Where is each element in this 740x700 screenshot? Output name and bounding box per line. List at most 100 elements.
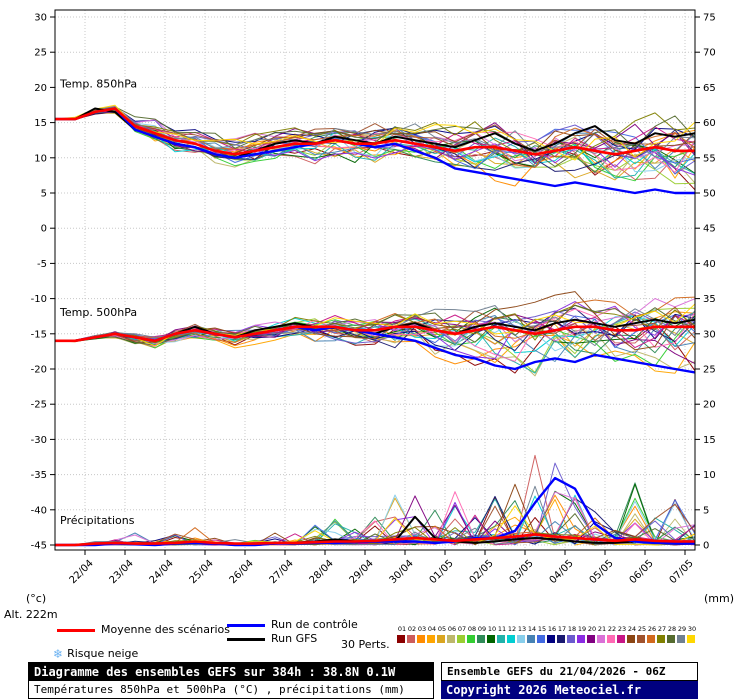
pert-number: 25 [637, 625, 647, 633]
mean-line-sample [57, 628, 95, 632]
footer-title-box: Diagramme des ensembles GEFS sur 384h : … [28, 662, 434, 699]
pert-number: 29 [677, 625, 687, 633]
y-left-tick-label: -30 [31, 435, 47, 446]
pert-number: 28 [667, 625, 677, 633]
run-info: Ensemble GEFS du 21/04/2026 - 06Z [441, 662, 698, 681]
y-left-tick-label: -25 [31, 400, 47, 411]
y-left-tick-label: -10 [31, 294, 47, 305]
pert-color-square [397, 635, 405, 643]
left-axis-unit: (°c) [26, 592, 46, 605]
pert-color-square [677, 635, 685, 643]
legend-mean: Moyenne des scénarios [57, 623, 230, 636]
gfs-line-sample [227, 637, 265, 641]
x-tick-label: 22/04 [68, 558, 96, 586]
legend-control: Run de contrôle [227, 618, 358, 631]
pert-number: 03 [417, 625, 427, 633]
x-tick-label: 04/05 [548, 558, 576, 586]
control-line-sample [227, 623, 265, 627]
y-right-tick-label: 60 [703, 118, 716, 129]
pert-color-square [437, 635, 445, 643]
panel-label: Précipitations [60, 514, 135, 527]
pert-number: 23 [617, 625, 627, 633]
pert-color-square [427, 635, 435, 643]
perturbation-color-squares [397, 628, 699, 647]
pert-color-square [547, 635, 555, 643]
pert-number: 02 [407, 625, 417, 633]
perturbation-numbers: 01 02 03 04 05 06 07 08 09 10 11 12 13 14 15 16 17 18 19 20… [397, 616, 699, 635]
y-left-tick-label: -5 [37, 259, 47, 270]
pert-color-square [627, 635, 635, 643]
pert-color-square [407, 635, 415, 643]
y-left-tick-label: -45 [31, 541, 47, 552]
pert-number: 12 [507, 625, 517, 633]
pert-color-square [417, 635, 425, 643]
y-right-tick-label: 10 [703, 470, 716, 481]
pert-number: 17 [557, 625, 567, 633]
pert-color-square [487, 635, 495, 643]
x-tick-label: 24/04 [148, 558, 176, 586]
legend-snow-label: Risque neige [67, 647, 139, 660]
pert-number: 21 [597, 625, 607, 633]
pert-color-square [527, 635, 535, 643]
y-right-tick-label: 0 [703, 541, 709, 552]
pert-color-square [477, 635, 485, 643]
gridlines [55, 10, 695, 550]
x-tick-label: 02/05 [468, 558, 496, 586]
legend-gfs-label: Run GFS [271, 632, 318, 645]
pert-color-square [507, 635, 515, 643]
y-right-tick-label: 25 [703, 365, 716, 376]
pert-number: 11 [497, 625, 507, 633]
pert-color-square [667, 635, 675, 643]
y-right-tick-label: 45 [703, 224, 716, 235]
panel-label: Temp. 500hPa [59, 306, 137, 319]
x-tick-label: 05/05 [588, 558, 616, 586]
x-tick-label: 25/04 [188, 558, 216, 586]
pert-color-square [537, 635, 545, 643]
right-axis-unit: (mm) [704, 592, 734, 605]
x-tick-label: 07/05 [668, 558, 696, 586]
copyright: Copyright 2026 Meteociel.fr [441, 681, 698, 699]
pert-color-square [657, 635, 665, 643]
x-tick-label: 26/04 [228, 558, 256, 586]
pert-number: 16 [547, 625, 557, 633]
snowflake-icon: ❄ [53, 647, 64, 661]
altitude-label: Alt. 222m [4, 608, 58, 621]
y-right-tick-label: 75 [703, 13, 716, 24]
pert-color-square [517, 635, 525, 643]
pert-color-square [587, 635, 595, 643]
panel-label: Temp. 850hPa [59, 77, 137, 90]
y-left-tick-label: 0 [41, 224, 47, 235]
pert-number: 05 [437, 625, 447, 633]
pert-color-square [637, 635, 645, 643]
y-right-tick-label: 5 [703, 505, 709, 516]
pert-color-square [687, 635, 695, 643]
x-tick-label: 23/04 [108, 558, 136, 586]
x-tick-label: 30/04 [388, 558, 416, 586]
y-right-tick-label: 70 [703, 48, 716, 59]
y-right-tick-label: 50 [703, 189, 716, 200]
footer-run-box: Ensemble GEFS du 21/04/2026 - 06Z Copyri… [441, 662, 698, 699]
y-left-tick-label: 15 [34, 118, 47, 129]
pert-color-square [447, 635, 455, 643]
pert-number: 27 [657, 625, 667, 633]
plot-frame [54, 9, 696, 551]
y-right-tick-label: 40 [703, 259, 716, 270]
y-right-tick-label: 20 [703, 400, 716, 411]
y-left-tick-label: -20 [31, 365, 47, 376]
y-left-tick-label: -40 [31, 505, 47, 516]
pert-number: 15 [537, 625, 547, 633]
legend-control-label: Run de contrôle [271, 618, 358, 631]
x-tick-label: 27/04 [268, 558, 296, 586]
pert-color-square [457, 635, 465, 643]
x-tick-label: 29/04 [348, 558, 376, 586]
pert-color-square [647, 635, 655, 643]
pert-color-square [557, 635, 565, 643]
pert-number: 19 [577, 625, 587, 633]
y-left-tick-label: 5 [41, 189, 47, 200]
pert-color-square [607, 635, 615, 643]
y-left-tick-label: 20 [34, 83, 47, 94]
pert-number: 26 [647, 625, 657, 633]
pert-number: 01 [397, 625, 407, 633]
y-left-tick-label: 25 [34, 48, 47, 59]
